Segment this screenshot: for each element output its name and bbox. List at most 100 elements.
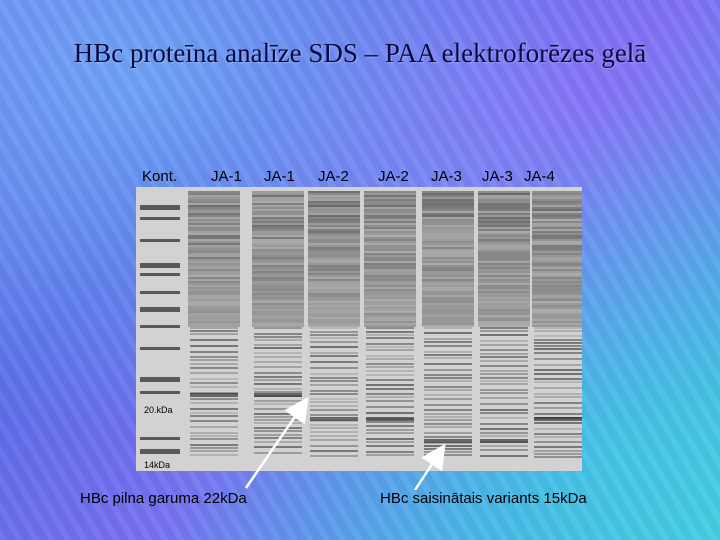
lane-label-kont: Kont. — [142, 168, 178, 185]
sample-band — [534, 436, 582, 438]
sample-band — [254, 333, 302, 335]
sample-band — [534, 381, 582, 383]
sample-band — [532, 223, 582, 225]
sample-band — [252, 231, 304, 233]
sample-band — [308, 197, 360, 199]
sample-band — [532, 251, 582, 253]
sample-band — [478, 261, 530, 263]
sample-band — [364, 203, 416, 205]
sample-band — [422, 297, 474, 299]
sample-band — [366, 327, 414, 329]
sample-band — [188, 263, 240, 265]
sample-band — [480, 330, 528, 332]
sample-band — [478, 225, 530, 227]
sample-band — [188, 271, 240, 273]
sample-band — [422, 197, 474, 199]
sample-band — [308, 231, 360, 233]
sample-band — [188, 229, 240, 231]
sample-band — [532, 209, 582, 211]
marker-band — [140, 437, 180, 440]
sample-band — [478, 257, 530, 259]
sample-band — [254, 339, 302, 341]
gel-image — [136, 187, 582, 471]
sample-band — [190, 372, 238, 374]
sample-band — [252, 277, 304, 279]
sample-band — [188, 207, 240, 209]
sample-band — [364, 271, 416, 273]
marker-band — [140, 391, 180, 394]
sample-band — [478, 213, 530, 215]
sample-band — [308, 233, 360, 235]
sample-band — [478, 263, 530, 265]
sample-band — [534, 402, 582, 404]
sample-band — [188, 227, 240, 229]
sample-band — [252, 209, 304, 211]
sample-band — [308, 215, 360, 217]
marker-band — [140, 205, 180, 210]
sample-band — [364, 231, 416, 233]
sample-band — [308, 311, 360, 313]
sample-band — [366, 366, 414, 368]
sample-band — [480, 344, 528, 346]
sample-band — [188, 217, 240, 219]
sample-band — [534, 352, 582, 354]
sample-band — [364, 297, 416, 299]
sample-band — [308, 217, 360, 219]
sample-band — [532, 233, 582, 235]
sample-band — [308, 247, 360, 249]
sample-band — [308, 275, 360, 277]
sample-band — [310, 331, 358, 333]
sample-band — [532, 319, 582, 321]
sample-band — [478, 207, 530, 209]
sample-band — [190, 351, 238, 353]
sample-band — [308, 271, 360, 273]
sample-band — [422, 241, 474, 243]
sample-band — [364, 215, 416, 217]
sample-band — [478, 277, 530, 279]
sample-band — [188, 305, 240, 307]
sample-band — [188, 309, 240, 311]
sample-band — [188, 191, 240, 193]
sample-band — [252, 215, 304, 217]
sample-band — [422, 195, 474, 197]
lane-label-ja2-b: JA-2 — [378, 168, 409, 185]
sample-band — [422, 215, 474, 217]
sample-band — [480, 435, 528, 437]
sample-band — [308, 315, 360, 317]
sample-band — [190, 412, 238, 414]
sample-band — [480, 423, 528, 425]
sample-band — [424, 432, 472, 434]
sample-band — [424, 409, 472, 411]
sample-band — [366, 421, 414, 423]
sample-band — [532, 305, 582, 307]
sample-band — [364, 265, 416, 267]
sample-band — [478, 249, 530, 251]
sample-band — [422, 277, 474, 279]
sample-band — [364, 295, 416, 297]
sample-band — [254, 372, 302, 374]
sample-band — [364, 225, 416, 227]
sample-band — [422, 283, 474, 285]
sample-band — [364, 315, 416, 317]
sample-band — [422, 325, 474, 327]
sample-band — [252, 307, 304, 309]
marker-label-20kda: 20.kDa — [144, 405, 173, 415]
sample-band — [422, 295, 474, 297]
sample-band — [480, 349, 528, 351]
sample-band — [422, 261, 474, 263]
sample-band — [422, 207, 474, 209]
sample-band — [532, 243, 582, 245]
sample-band — [532, 291, 582, 293]
sample-band — [480, 334, 528, 336]
sample-band — [366, 406, 414, 408]
sample-band — [366, 363, 414, 365]
sample-band — [364, 237, 416, 239]
sample-band — [532, 311, 582, 313]
sample-band — [252, 263, 304, 265]
sample-band — [364, 239, 416, 241]
sample-band — [422, 265, 474, 267]
sample-band — [478, 315, 530, 317]
sample-band — [188, 283, 240, 285]
sample-band — [190, 426, 238, 428]
